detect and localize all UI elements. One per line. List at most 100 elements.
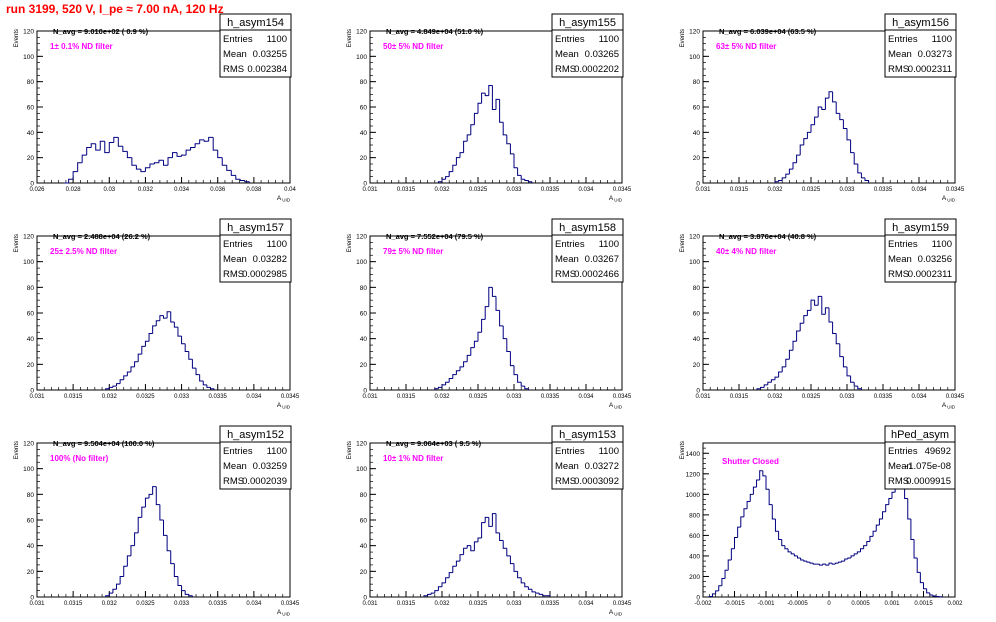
stats-value: 1100 <box>267 239 287 250</box>
histogram-bin <box>778 531 782 541</box>
histogram-bin <box>455 157 460 166</box>
stats-label: Mean <box>555 49 579 60</box>
stats-box: h_asym153 Entries 1100 Mean 0.03272 RMS0.0003… <box>551 425 624 490</box>
x-tick-label: 0.031 <box>695 394 711 400</box>
page-title: run 3199, 520 V, I_pe ≈ 7.00 nA, 120 Hz <box>6 2 224 16</box>
y-tick-label: 120 <box>356 234 367 241</box>
histogram-bin <box>797 555 801 559</box>
y-tick-label: 120 <box>356 29 367 36</box>
histogram-bin <box>105 388 110 390</box>
histogram-bin <box>821 296 826 315</box>
x-tick-label: 0.031 <box>362 601 378 607</box>
stats-box: h_asym158 Entries 1100 Mean 0.03267 RMS0.0002… <box>551 218 624 283</box>
histogram-bin <box>506 338 511 352</box>
histogram-bin <box>850 555 855 558</box>
histogram-bin <box>809 562 814 564</box>
x-tick-label: 0.032 <box>102 394 118 400</box>
stats-value: 0.0002466 <box>574 269 619 280</box>
stats-box: h_asym152 Entries 1100 Mean 0.03259 RMS0.0002… <box>219 425 292 490</box>
histogram-bin <box>117 137 123 147</box>
histogram-bin <box>495 296 500 311</box>
histogram-bin <box>491 513 496 527</box>
histogram-bin <box>126 555 131 567</box>
histogram-bin <box>99 140 105 151</box>
histogram-bin <box>835 333 840 345</box>
histogram-bin <box>488 286 493 307</box>
stats-value: 0.03256 <box>918 254 952 265</box>
x-tick-label: 0.0325 <box>136 601 155 607</box>
histogram-bin <box>513 365 518 376</box>
x-tick-label: -0.001 <box>757 601 775 607</box>
x-tick-label: 0.031 <box>29 601 45 607</box>
histogram-bin <box>864 177 869 181</box>
histogram-bin <box>814 116 819 125</box>
histogram-bin <box>509 143 514 155</box>
histogram-name: h_asym157 <box>227 222 284 234</box>
histogram-bin <box>834 562 839 565</box>
histogram-bin <box>163 160 169 166</box>
y-axis-title: Events <box>680 234 686 252</box>
histogram-bin <box>730 548 735 561</box>
histogram-bin <box>866 541 870 546</box>
histogram-bin <box>488 84 493 96</box>
y-tick-label: 20 <box>693 155 701 162</box>
histogram-bin <box>455 370 460 375</box>
x-tick-label: 0.031 <box>695 187 711 193</box>
histogram-bin <box>832 321 837 335</box>
stats-label: RMS <box>888 269 909 280</box>
histogram-bin <box>932 594 937 597</box>
histogram-panel-h_asym157: 0 20 40 60 80 100 120 0.031 0.0315 0.032 0.0325 0.0… <box>14 218 300 410</box>
y-tick-label: 120 <box>356 441 367 448</box>
histogram-name: h_asym154 <box>227 17 284 29</box>
stats-label: RMS <box>223 64 244 75</box>
histogram-bin <box>513 153 518 169</box>
histogram-bin <box>781 539 785 547</box>
histogram-bin <box>853 553 858 556</box>
y-tick-label: 40 <box>693 336 701 343</box>
x-tick-label: 0.0325 <box>802 187 821 193</box>
histogram-bin <box>857 386 862 390</box>
histogram-bin <box>130 366 135 373</box>
stats-label: Entries <box>555 34 585 45</box>
histogram-bin <box>746 501 751 509</box>
histogram-panel-h_asym153: 0 20 40 60 80 100 120 0.031 0.0315 0.032 0.0325 0.0… <box>347 425 632 617</box>
histogram-bin <box>445 381 450 385</box>
histogram-bin <box>484 516 489 523</box>
histogram-bin <box>846 366 851 377</box>
x-tick-label: 0.034 <box>174 187 190 193</box>
histogram-bin <box>872 530 877 537</box>
histogram-bin <box>737 526 741 538</box>
histogram-bin <box>473 112 478 125</box>
y-axis-title: Events <box>14 234 20 252</box>
stats-label: Entries <box>223 239 253 250</box>
histogram-bin <box>167 157 173 166</box>
x-tick-label: 0.0315 <box>64 601 83 607</box>
histogram-bin <box>434 590 439 594</box>
y-tick-label: 40 <box>27 543 35 550</box>
histogram-bin <box>137 516 142 533</box>
histogram-bin <box>825 564 829 566</box>
histogram-bin <box>148 493 153 499</box>
histogram-bin <box>244 180 250 183</box>
navg-label: N_avg = 9.064e+03 ( 9.5 %) <box>386 439 482 448</box>
x-tick-label: 0.034 <box>578 187 594 193</box>
histogram-bin <box>756 479 760 488</box>
histogram-bin <box>926 588 930 594</box>
y-tick-label: 1400 <box>686 451 701 458</box>
x-tick-label: 0.033 <box>839 394 855 400</box>
x-tick-label: -0.002 <box>694 601 712 607</box>
filter-note: 40± 4% ND filter <box>716 247 776 256</box>
histogram-panel-h_asym159: 0 20 40 60 80 100 120 0.031 0.0315 0.032 0.0325 0.0… <box>680 218 965 410</box>
filter-note: 100% (No filter) <box>50 454 109 463</box>
histogram-bin <box>184 343 189 352</box>
histogram-bin <box>824 97 829 110</box>
histogram-bin <box>473 541 478 551</box>
histogram-bin <box>499 99 504 123</box>
histogram-bin <box>68 178 74 183</box>
histogram-bin <box>72 171 78 180</box>
x-tick-label: 0.034 <box>578 394 594 400</box>
histogram-bin <box>765 475 770 490</box>
x-tick-label: 0.0315 <box>397 187 416 193</box>
filter-note: Shutter Closed <box>722 457 779 466</box>
histogram-bin <box>166 535 171 552</box>
